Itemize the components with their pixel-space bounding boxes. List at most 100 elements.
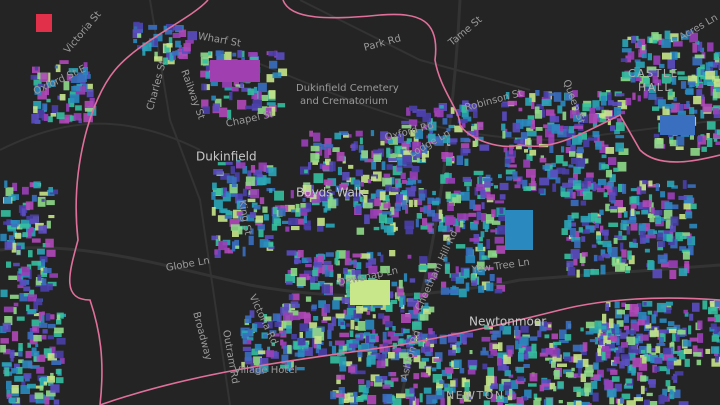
building (3, 221, 11, 225)
building (701, 146, 707, 152)
building (594, 183, 602, 190)
building (368, 265, 378, 274)
building (634, 67, 641, 77)
building (496, 284, 506, 292)
building (673, 97, 677, 102)
building (444, 264, 450, 274)
building (26, 383, 36, 389)
building (559, 329, 567, 339)
building (662, 388, 668, 398)
building (260, 358, 269, 366)
building (409, 387, 415, 394)
building (285, 281, 293, 285)
building (277, 103, 286, 108)
building (700, 96, 705, 107)
building (626, 219, 636, 225)
building (481, 213, 487, 222)
building (524, 389, 532, 399)
building (576, 149, 584, 153)
building (687, 236, 692, 244)
building (21, 208, 26, 217)
building (37, 83, 48, 87)
building (464, 179, 472, 187)
building (589, 107, 596, 115)
building (652, 106, 660, 111)
building (577, 360, 583, 369)
building (300, 203, 307, 209)
building (581, 401, 590, 405)
building (319, 328, 324, 337)
building (646, 343, 652, 353)
building (672, 359, 682, 366)
building (628, 343, 638, 354)
building (294, 251, 301, 259)
building (507, 349, 513, 357)
building (31, 238, 41, 243)
building (674, 371, 684, 376)
building (498, 383, 504, 392)
building (309, 322, 318, 331)
building (654, 327, 658, 332)
building (551, 124, 560, 134)
building (711, 346, 720, 354)
building (254, 322, 264, 329)
building (570, 249, 580, 259)
building (391, 396, 396, 401)
building (391, 208, 399, 218)
building (626, 336, 636, 345)
building (561, 228, 568, 235)
building (56, 337, 66, 345)
building (336, 250, 346, 259)
building (374, 198, 381, 207)
building (692, 56, 703, 66)
building (350, 319, 355, 330)
building (427, 120, 433, 128)
building (297, 349, 305, 358)
building (409, 396, 413, 405)
building (442, 135, 451, 144)
building (656, 232, 663, 241)
building (80, 79, 86, 86)
building (599, 144, 609, 153)
building (640, 334, 649, 341)
building (214, 98, 222, 108)
building (318, 300, 326, 308)
building (466, 131, 477, 136)
building (642, 206, 650, 214)
building (705, 348, 711, 354)
building (452, 285, 457, 293)
building (238, 212, 244, 222)
building (668, 328, 677, 334)
building (328, 147, 332, 156)
building (637, 202, 647, 210)
building (671, 102, 681, 113)
building (551, 162, 556, 167)
building (526, 127, 534, 132)
building (272, 313, 280, 322)
building (9, 349, 15, 359)
building (667, 357, 677, 361)
building (659, 337, 664, 346)
building (166, 43, 173, 48)
building (598, 178, 607, 186)
building (689, 107, 695, 115)
building (584, 382, 591, 393)
building (663, 351, 674, 361)
building (573, 354, 582, 363)
building (604, 92, 612, 101)
building (688, 325, 692, 335)
building (633, 338, 639, 344)
building (460, 137, 470, 143)
building (642, 301, 653, 307)
building (505, 158, 512, 164)
building (401, 377, 407, 382)
building (672, 333, 676, 342)
building (439, 105, 444, 109)
building (82, 67, 88, 75)
building (480, 189, 486, 199)
building (581, 229, 590, 234)
building (255, 215, 264, 223)
building (220, 209, 231, 214)
building (605, 169, 612, 178)
building (418, 189, 427, 198)
